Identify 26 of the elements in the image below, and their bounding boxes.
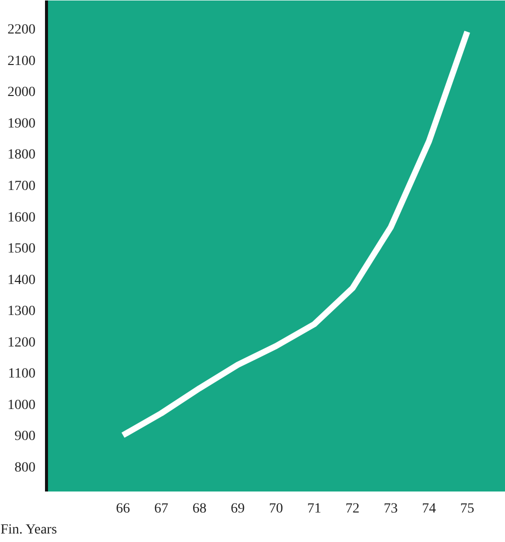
y-tick-label: 2000 <box>8 85 36 100</box>
x-tick-label: 72 <box>346 502 360 516</box>
x-axis-title: Fin. Years <box>0 522 57 538</box>
y-tick-label: 1400 <box>8 272 36 288</box>
x-tick-label: 66 <box>116 502 130 516</box>
x-tick-label: 73 <box>384 502 398 516</box>
y-tick-label: 2100 <box>8 54 36 69</box>
y-tick-label: 1000 <box>8 398 36 413</box>
x-tick-label: 69 <box>230 502 245 516</box>
x-tick-label: 68 <box>192 502 206 516</box>
y-tick-label: 1700 <box>8 179 36 194</box>
y-tick-label: 1300 <box>8 304 36 320</box>
y-tick-label: 1200 <box>8 335 36 350</box>
x-tick-label: 70 <box>269 502 283 516</box>
x-tick-label: 74 <box>422 502 436 516</box>
x-tick-label: 75 <box>460 502 474 516</box>
y-tick-label: 1900 <box>8 116 36 132</box>
y-tick-label: 1600 <box>8 210 36 226</box>
y-tick-label: 800 <box>14 460 36 476</box>
y-tick-label: 1800 <box>8 148 36 163</box>
y-tick-label: 1500 <box>8 242 36 257</box>
x-tick-label: 71 <box>307 502 322 516</box>
y-tick-label: 1100 <box>8 366 36 382</box>
y-tick-label: 900 <box>14 429 36 444</box>
x-tick-label: 67 <box>154 502 168 516</box>
y-tick-label: 2200 <box>8 22 36 38</box>
